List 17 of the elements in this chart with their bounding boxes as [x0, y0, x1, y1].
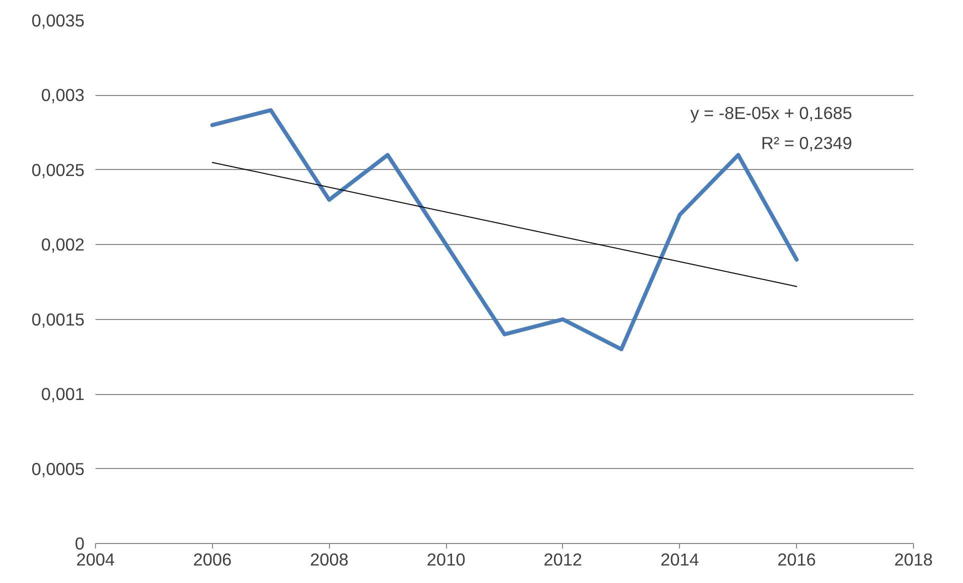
y-tick-label: 0,0005 [32, 458, 84, 479]
x-tick-label: 2008 [310, 550, 349, 570]
y-tick-label: 0,0015 [32, 309, 84, 330]
y-tick-label: 0,003 [41, 85, 85, 106]
x-tick-label: 2006 [193, 550, 232, 570]
y-tick-label: 0,002 [41, 234, 85, 255]
x-tick-label: 2010 [426, 550, 466, 570]
x-tick-label: 2016 [777, 550, 816, 570]
annotation: y = -8E-05x + 0,1685 [690, 103, 852, 124]
x-tick-label: 2018 [894, 550, 933, 570]
y-tick-label: 0,0035 [32, 10, 84, 30]
x-tick-label: 2012 [544, 550, 582, 570]
line-series [210, 108, 799, 352]
annotation: R² = 0,2349 [761, 133, 852, 154]
y-tick-label: 0,0025 [32, 160, 84, 180]
x-tick-label: 2014 [660, 550, 700, 570]
y-tick-label: 0,001 [41, 384, 85, 404]
